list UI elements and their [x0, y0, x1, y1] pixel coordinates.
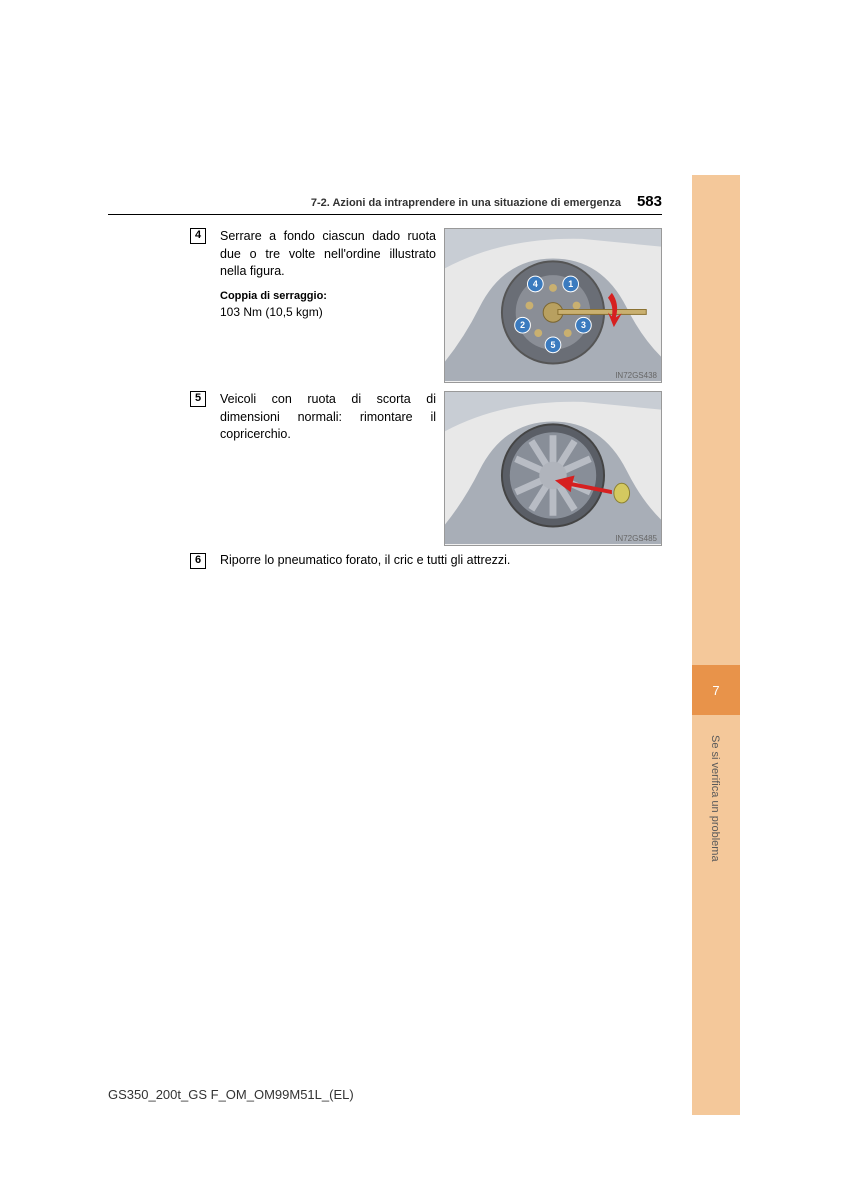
figure-wheel-cover: IN72GS485 [444, 391, 662, 546]
step-4: 4 Serrare a fondo ciascun dado ruota due… [190, 228, 662, 383]
step-4-body: Serrare a fondo ciascun dado ruota due o… [220, 228, 436, 383]
footer-doc-id: GS350_200t_GS F_OM_OM99M51L_(EL) [108, 1087, 354, 1102]
step-6-text: Riporre lo pneumatico forato, il cric e … [220, 553, 510, 567]
step-5-text: Veicoli con ruota di scorta di dimension… [220, 391, 436, 546]
torque-spec-value: 103 Nm (10,5 kgm) [220, 304, 436, 321]
header-rule [108, 214, 662, 215]
lug-4: 4 [533, 279, 538, 289]
step-number-box: 5 [190, 391, 206, 407]
figure-lug-pattern: 1 2 3 4 5 IN72GS438 [444, 228, 662, 383]
lug-1: 1 [568, 279, 573, 289]
section-title: 7-2. Azioni da intraprendere in una situ… [311, 197, 621, 209]
lug-2: 2 [520, 320, 525, 330]
chapter-number-tab: 7 [692, 665, 740, 715]
step-6: 6 Riporre lo pneumatico forato, il cric … [190, 553, 662, 569]
page-number: 583 [637, 193, 662, 210]
step-number-box: 6 [190, 553, 206, 569]
torque-spec-label: Coppia di serraggio: [220, 289, 436, 304]
step-4-text: Serrare a fondo ciascun dado ruota due o… [220, 228, 436, 281]
figure-caption-2: IN72GS485 [615, 534, 657, 543]
chapter-number: 7 [712, 683, 719, 698]
step-number-box: 4 [190, 228, 206, 244]
page-header: 7-2. Azioni da intraprendere in una situ… [108, 193, 662, 210]
lug-5: 5 [551, 340, 556, 350]
lug-3: 3 [581, 320, 586, 330]
side-tab-background [692, 175, 740, 1115]
step-5: 5 Veicoli con ruota di scorta di dimensi… [190, 391, 662, 546]
wheel-cover-illustration [445, 392, 661, 544]
chapter-label: Se si verifica un problema [709, 735, 721, 862]
figure-caption-1: IN72GS438 [615, 371, 657, 380]
lug-pattern-illustration: 1 2 3 4 5 [445, 229, 661, 381]
